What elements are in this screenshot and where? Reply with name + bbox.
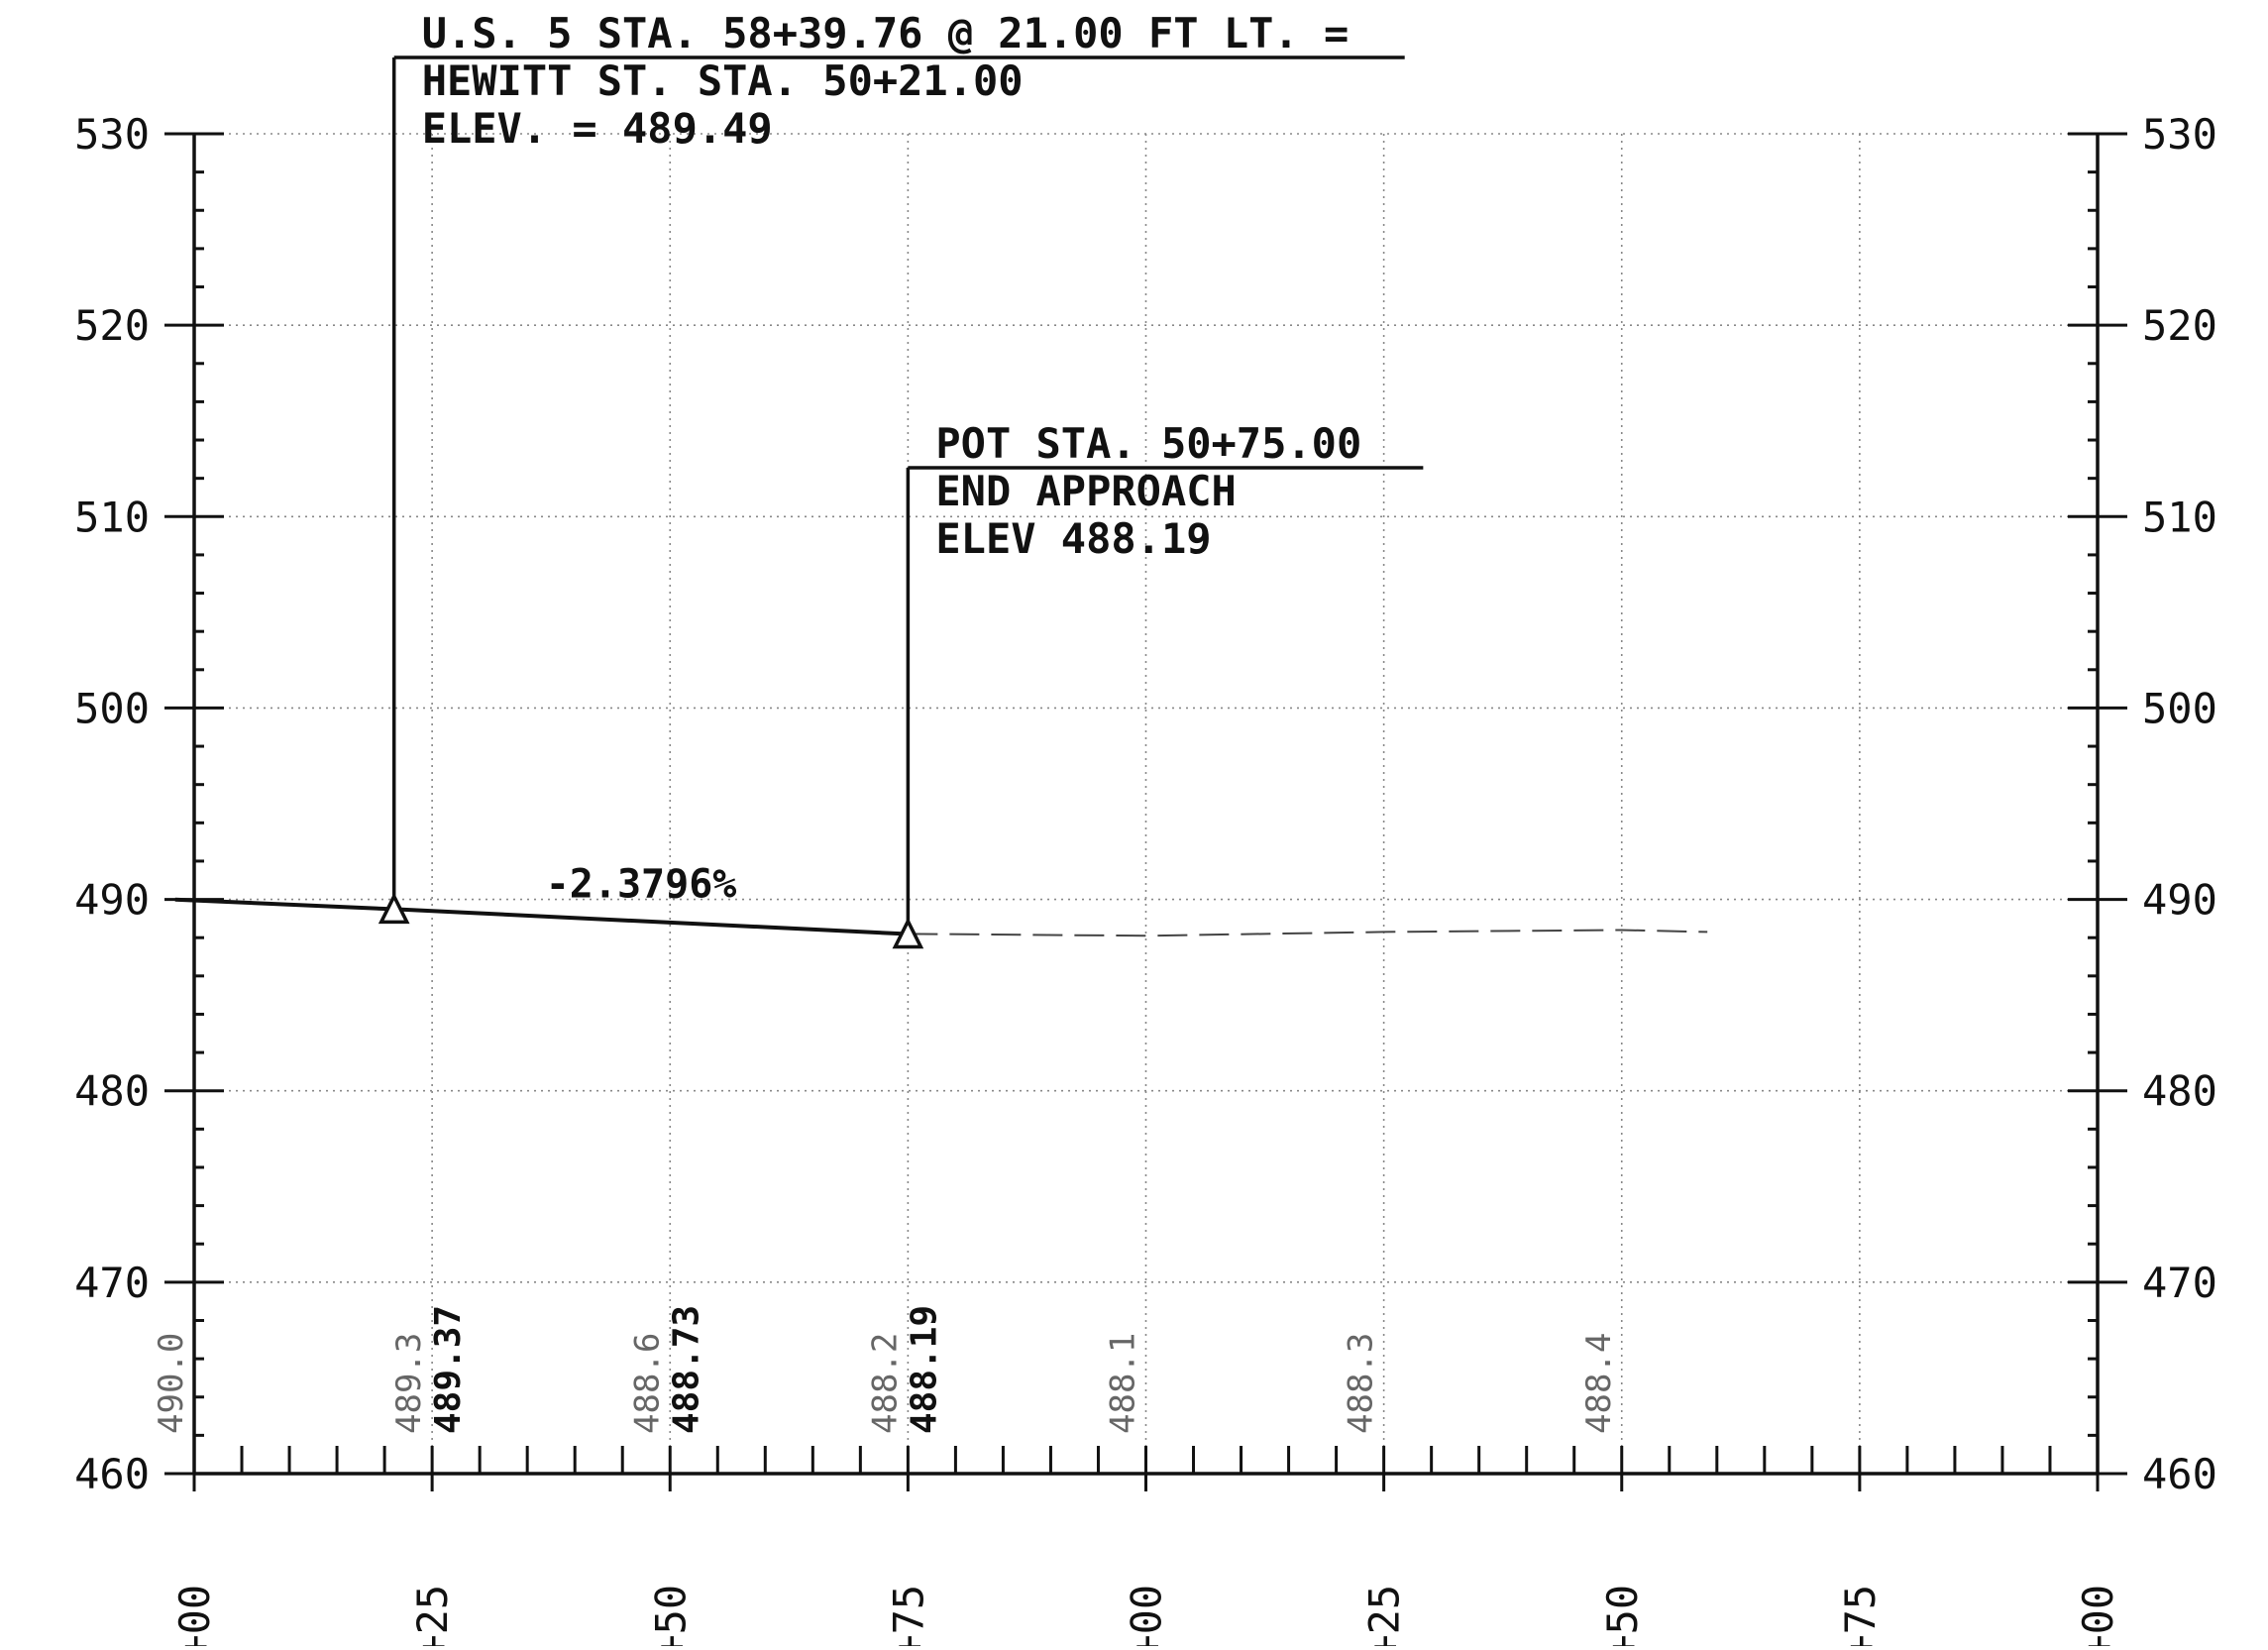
y-tick-label-right: 470 <box>2142 1259 2217 1307</box>
proposed-profile-line <box>174 897 909 936</box>
ground-elevation-label: 490.0 <box>152 1333 191 1434</box>
pvi-marker <box>378 892 410 925</box>
series-group <box>174 892 1708 949</box>
y-tick-label-left: 520 <box>74 301 150 350</box>
y-tick-label-left: 530 <box>74 110 150 159</box>
x-tick-label: 51+25 <box>1360 1585 1409 1646</box>
x-tick-label: 50+75 <box>884 1585 932 1646</box>
y-tick-label-right: 480 <box>2142 1067 2217 1116</box>
y-tick-label-left: 510 <box>74 493 150 541</box>
grid <box>194 133 2098 1474</box>
profile-elevation-label: 488.19 <box>904 1305 944 1434</box>
y-tick-label-left: 480 <box>74 1067 150 1116</box>
y-tick-label-right: 530 <box>2142 110 2217 159</box>
ground-elevation-label: 488.1 <box>1104 1333 1143 1434</box>
ground-elevation-label: 488.4 <box>1579 1333 1619 1434</box>
grade-label: -2.3796% <box>546 862 737 908</box>
profile-elevation-label: 489.37 <box>428 1305 469 1434</box>
y-tick-label-right: 500 <box>2142 684 2217 732</box>
x-tick-label: 52+00 <box>2074 1585 2122 1646</box>
annotation-line: ELEV. = 489.49 <box>422 104 773 153</box>
elevation-labels: 490.0 489.3 488.6 488.2 488.1 488.3 488.4 489.3… <box>152 1305 1619 1434</box>
y-tick-label-left: 490 <box>74 876 150 925</box>
y-tick-label-left: 470 <box>74 1259 150 1307</box>
y-tick-label-right: 490 <box>2142 876 2217 925</box>
annotation-line: ELEV 488.19 <box>935 514 1211 563</box>
pvi-marker <box>892 917 924 949</box>
existing-ground-line <box>908 929 1708 937</box>
profile-elevation-label: 488.73 <box>666 1305 706 1434</box>
x-tick-label: 50+50 <box>646 1585 695 1646</box>
y-tick-label-left: 460 <box>74 1450 150 1498</box>
axes <box>164 132 2127 1491</box>
annotation-line: U.S. 5 STA. 58+39.76 @ 21.00 FT LT. = <box>422 9 1350 57</box>
x-tick-label: 50+00 <box>170 1585 219 1646</box>
tick-labels: 460 460 470 470 480 480 490 490 500 500 510 510 520 5… <box>74 110 2217 1650</box>
x-tick-label: 51+00 <box>1123 1585 1171 1646</box>
x-tick-label: 51+75 <box>1836 1585 1885 1646</box>
annotation-line: HEWITT ST. STA. 50+21.00 <box>422 56 1024 105</box>
x-tick-label: 50+25 <box>408 1585 457 1646</box>
ground-elevation-label: 488.2 <box>865 1333 905 1434</box>
ground-elevation-label: 489.3 <box>389 1333 429 1434</box>
ground-elevation-label: 488.3 <box>1342 1333 1381 1434</box>
y-tick-label-right: 460 <box>2142 1450 2217 1498</box>
x-tick-label: 51+50 <box>1598 1585 1647 1646</box>
y-tick-label-right: 510 <box>2142 493 2217 541</box>
y-tick-label-left: 500 <box>74 684 150 732</box>
annotations: U.S. 5 STA. 58+39.76 @ 21.00 FT LT. =HEW… <box>391 9 1424 922</box>
y-tick-label-right: 520 <box>2142 301 2217 350</box>
ground-elevation-label: 488.6 <box>627 1333 667 1434</box>
annotation-line: POT STA. 50+75.00 <box>935 419 1361 468</box>
annotation-line: END APPROACH <box>935 467 1236 515</box>
